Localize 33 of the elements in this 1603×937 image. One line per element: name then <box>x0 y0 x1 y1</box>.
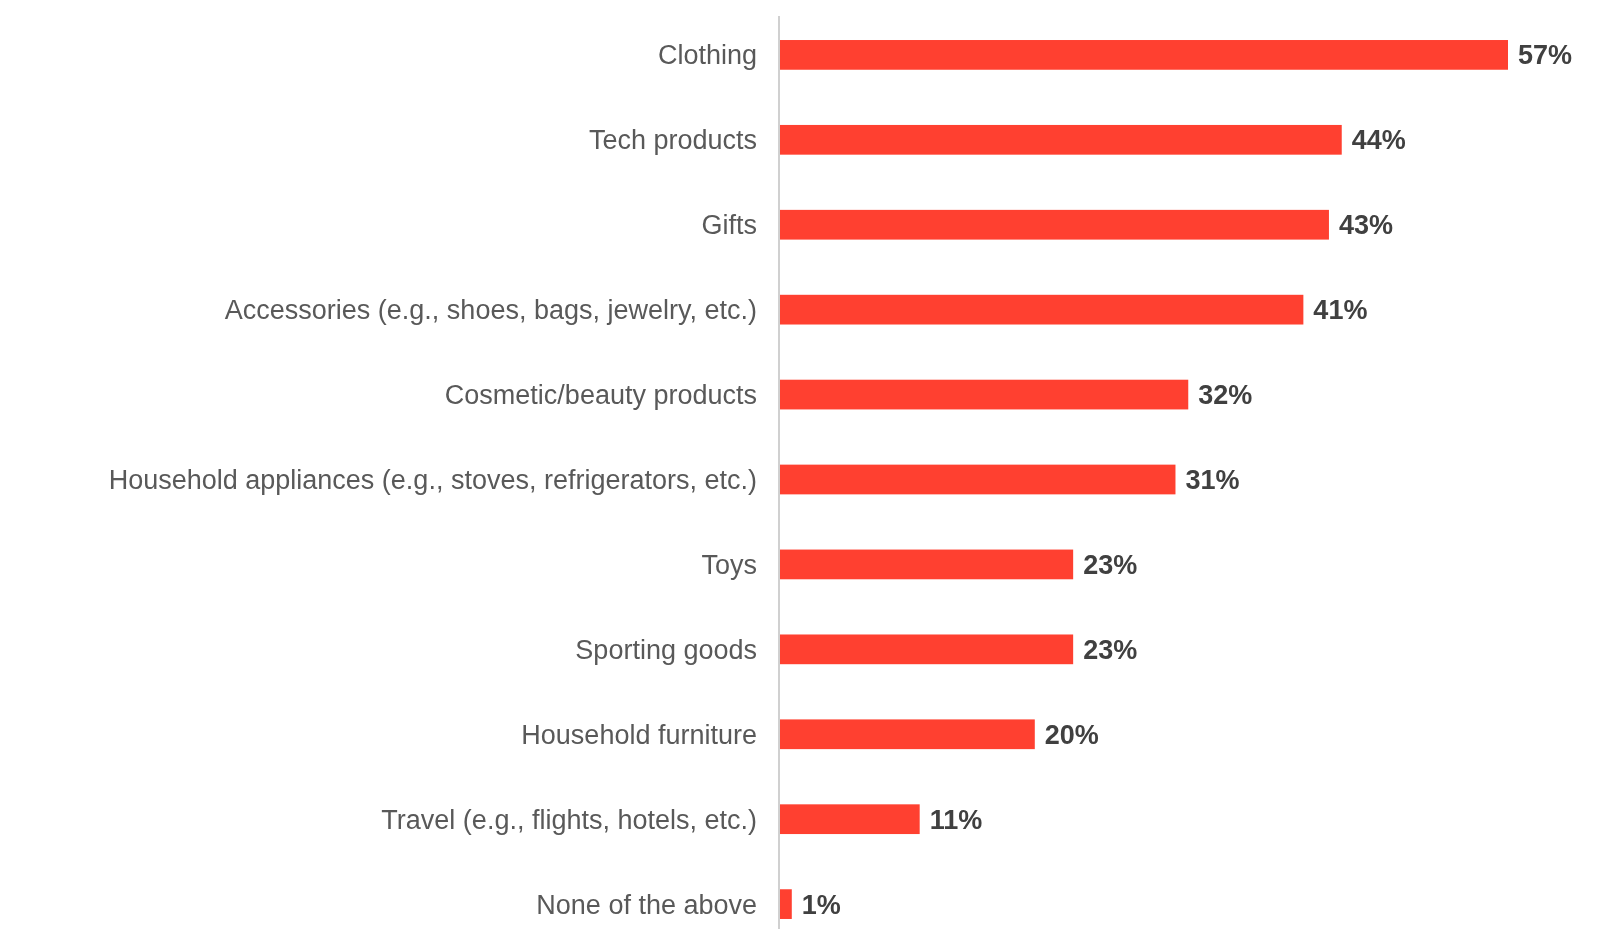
data-label: 11% <box>929 804 983 835</box>
data-label: 23% <box>1083 634 1138 665</box>
bar <box>779 464 1176 495</box>
data-label: 43% <box>1338 210 1393 241</box>
data-label: 20% <box>1044 719 1099 750</box>
y-tick-label: Clothing <box>657 40 757 71</box>
data-label: 31% <box>1185 464 1240 495</box>
y-tick-label: Gifts <box>701 210 757 241</box>
bar <box>779 634 1074 665</box>
bar <box>779 294 1304 325</box>
y-tick-label: Household appliances (e.g., stoves, refrigerators, etc.) <box>108 464 757 495</box>
data-label: 23% <box>1083 549 1138 580</box>
y-tick-label: Accessories (e.g., shoes, bags, jewelry, etc.) <box>224 295 757 326</box>
data-label: 32% <box>1198 380 1253 411</box>
bar <box>779 719 1035 750</box>
y-tick-label: Sporting goods <box>575 634 757 665</box>
y-tick-label: None of the above <box>536 889 757 920</box>
y-tick-label: Tech products <box>588 125 757 156</box>
y-tick-label: Household furniture <box>521 719 757 750</box>
y-tick-label: Cosmetic/beauty products <box>444 380 757 411</box>
data-label: 41% <box>1313 295 1368 326</box>
bar <box>779 124 1342 155</box>
bar <box>779 549 1074 580</box>
data-label: 57% <box>1518 40 1573 71</box>
y-tick-label: Toys <box>701 549 757 580</box>
bar <box>779 804 920 835</box>
data-label: 1% <box>801 889 841 920</box>
bar <box>779 209 1329 240</box>
bar <box>779 40 1508 70</box>
data-label: 44% <box>1351 125 1406 156</box>
bar <box>779 889 792 919</box>
y-tick-label: Travel (e.g., flights, hotels, etc.) <box>381 804 757 835</box>
bar <box>779 379 1189 410</box>
